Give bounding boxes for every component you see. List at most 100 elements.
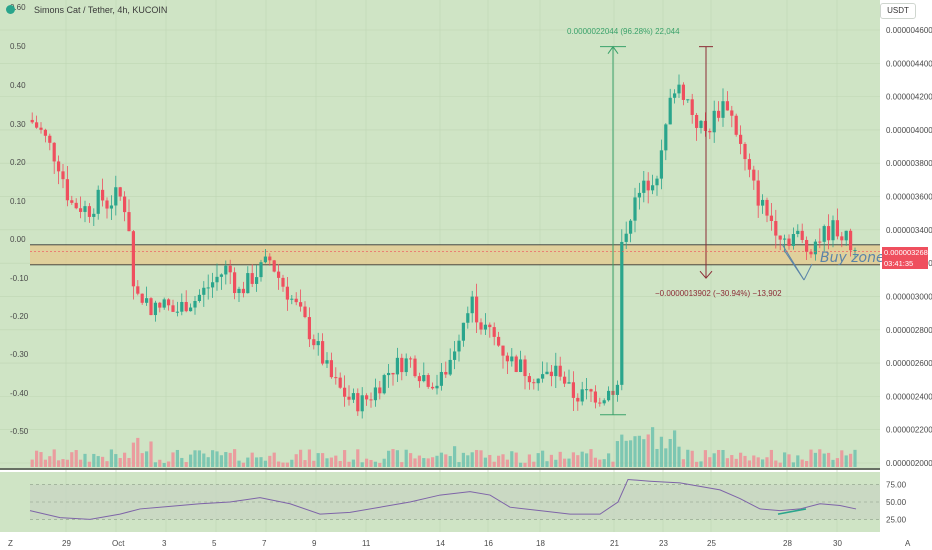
volume-bar — [690, 450, 694, 467]
volume-bar — [87, 461, 91, 467]
candle-body — [664, 124, 668, 151]
volume-bar — [435, 455, 439, 467]
volume-bar — [79, 459, 83, 467]
candle-body — [813, 241, 817, 255]
volume-bar — [699, 461, 703, 467]
rsi-indicator — [29, 478, 880, 520]
left-axis-label: 0.50 — [10, 42, 26, 51]
volume-bar — [48, 456, 52, 467]
volume-bar — [721, 449, 725, 467]
volume-bar — [563, 458, 567, 467]
candle-body — [734, 115, 738, 135]
candle-body — [131, 231, 135, 287]
volume-bar — [211, 450, 215, 467]
candle-body — [756, 180, 760, 206]
volume-bar — [219, 455, 223, 467]
candle-body — [549, 371, 553, 377]
volume-bar — [409, 453, 413, 467]
volume-bar — [505, 459, 509, 467]
candle-body — [202, 287, 206, 295]
volume-bar — [189, 454, 193, 467]
volume-bar — [30, 459, 34, 467]
volume-bar — [655, 448, 659, 467]
volume-bar — [567, 458, 571, 467]
candle-body — [497, 336, 501, 346]
candle-body — [426, 375, 430, 387]
time-axis-label: 9 — [312, 539, 317, 548]
candle-body — [479, 322, 483, 330]
volume-bar — [677, 446, 681, 467]
time-axis-right-marker: A — [905, 539, 911, 548]
volume-bar — [620, 434, 624, 467]
candle-body — [791, 234, 795, 246]
volume-bar — [492, 461, 496, 467]
volume-bar — [127, 457, 131, 467]
volume-bar — [250, 452, 254, 467]
candle-body — [523, 359, 527, 377]
volume-bar — [453, 446, 457, 467]
candle-body — [844, 230, 848, 241]
volume-bar — [510, 451, 514, 467]
time-axis-label: 14 — [436, 539, 445, 548]
time-axis-label: 25 — [707, 539, 716, 548]
volume-bar — [580, 451, 584, 467]
volume-bar — [479, 450, 483, 467]
candle-body — [228, 265, 232, 273]
volume-bar — [65, 459, 69, 467]
volume-bar — [545, 461, 549, 467]
time-axis-label: 7 — [262, 539, 267, 548]
candle-body — [140, 293, 144, 303]
candle-body — [510, 356, 514, 362]
volume-bar — [114, 454, 118, 467]
candle-body — [800, 230, 804, 240]
candle-body — [444, 371, 448, 375]
candle-body — [563, 376, 567, 384]
candle-body — [536, 378, 540, 384]
candle-body — [83, 206, 87, 212]
rsi-line — [29, 478, 857, 520]
candle-body — [730, 110, 734, 116]
candle-body — [554, 365, 558, 377]
volume-bar — [184, 462, 188, 467]
last-price-value: 0.0000032689 — [884, 248, 932, 257]
candle-body — [43, 129, 47, 136]
candle-body — [57, 161, 61, 172]
candle-body — [589, 389, 593, 392]
buy-zone-rectangle[interactable] — [30, 244, 880, 266]
candle-body — [400, 357, 404, 373]
volume-bar — [334, 455, 338, 467]
volume-bar — [527, 454, 531, 467]
candle-body — [96, 189, 100, 214]
left-axis-label: 0.40 — [10, 81, 26, 90]
candle-body — [123, 196, 127, 213]
candle-body — [70, 200, 74, 203]
volume-bar — [145, 451, 149, 467]
currency-button[interactable]: USDT — [880, 3, 916, 19]
volume-bar — [769, 449, 773, 467]
volume-bar — [849, 453, 853, 467]
candle-body — [48, 135, 52, 143]
candle-body — [778, 235, 782, 240]
volume-bar — [703, 450, 707, 467]
candle-body — [395, 357, 399, 375]
volume-bar — [695, 461, 699, 467]
left-axis-label: 0.60 — [10, 3, 26, 12]
candle-body — [466, 313, 470, 323]
time-axis-left-marker: Z — [8, 539, 13, 548]
volume-bar — [439, 452, 443, 467]
candle-body — [673, 93, 677, 98]
candle-body — [162, 299, 166, 308]
candle-body — [149, 298, 153, 316]
measure-tools[interactable] — [30, 45, 880, 416]
volume-bar — [466, 455, 470, 467]
volume-bar — [158, 459, 162, 467]
volume-bar — [765, 457, 769, 467]
candle-body — [761, 199, 765, 206]
volume-bar — [382, 458, 386, 467]
volume-bar — [470, 452, 474, 467]
volume-bar — [118, 457, 122, 467]
